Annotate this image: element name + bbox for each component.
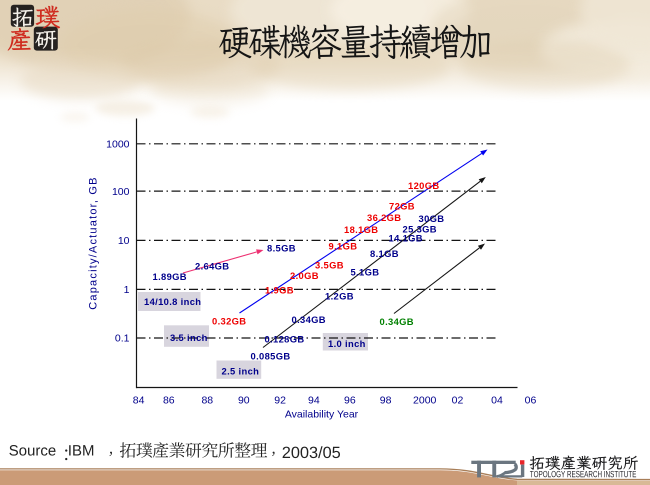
svg-text:1.89GB: 1.89GB [153, 271, 187, 282]
svg-text:02: 02 [452, 395, 464, 407]
svg-text:30GB: 30GB [419, 213, 445, 224]
svg-text:1.9GB: 1.9GB [265, 285, 294, 296]
svg-text:92: 92 [274, 395, 286, 407]
svg-text:0.128GB: 0.128GB [265, 334, 305, 345]
svg-text:Availability Year: Availability Year [285, 409, 359, 421]
svg-text:72GB: 72GB [389, 201, 415, 212]
svg-text:0.1: 0.1 [115, 333, 130, 345]
svg-text:84: 84 [133, 395, 145, 407]
svg-text:120GB: 120GB [408, 180, 439, 191]
svg-text:100: 100 [112, 186, 130, 198]
svg-text:8.5GB: 8.5GB [267, 243, 296, 254]
svg-text:1000: 1000 [106, 139, 130, 151]
svg-text:36.2GB: 36.2GB [367, 212, 401, 223]
svg-text:3.5GB: 3.5GB [315, 260, 344, 271]
svg-text:8.1GB: 8.1GB [370, 248, 399, 259]
svg-text:25.3GB: 25.3GB [403, 223, 437, 234]
svg-text:2.5 inch: 2.5 inch [222, 366, 260, 377]
svg-text:14.1GB: 14.1GB [389, 233, 423, 244]
svg-text:98: 98 [380, 395, 392, 407]
svg-text:2000: 2000 [413, 395, 437, 407]
svg-text:90: 90 [238, 395, 250, 407]
svg-text:1: 1 [124, 284, 130, 296]
svg-text:1.2GB: 1.2GB [325, 291, 354, 302]
svg-text:04: 04 [491, 395, 503, 407]
svg-text:2.0GB: 2.0GB [290, 270, 319, 281]
svg-text:3.5 inch: 3.5 inch [170, 332, 208, 343]
svg-text:1.0 inch: 1.0 inch [328, 338, 366, 349]
svg-text:18.1GB: 18.1GB [344, 224, 378, 235]
svg-text:0.32GB: 0.32GB [212, 316, 246, 327]
svg-text:94: 94 [308, 395, 320, 407]
svg-text:10: 10 [118, 235, 130, 247]
svg-text:14/10.8 inch: 14/10.8 inch [144, 296, 201, 307]
svg-text:5.1GB: 5.1GB [351, 267, 380, 278]
svg-text:96: 96 [344, 395, 356, 407]
svg-text:Capacity/Actuator, GB: Capacity/Actuator, GB [88, 176, 100, 309]
svg-text:2.64GB: 2.64GB [195, 261, 229, 272]
svg-text:0.34GB: 0.34GB [380, 316, 414, 327]
svg-text:06: 06 [525, 395, 537, 407]
svg-text:0.085GB: 0.085GB [251, 351, 291, 362]
svg-text:0.34GB: 0.34GB [292, 314, 326, 325]
svg-text:9.1GB: 9.1GB [329, 241, 358, 252]
svg-text:88: 88 [201, 395, 213, 407]
svg-text:86: 86 [163, 395, 175, 407]
